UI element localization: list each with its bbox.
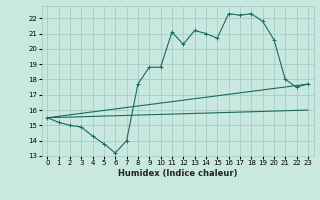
X-axis label: Humidex (Indice chaleur): Humidex (Indice chaleur) [118,169,237,178]
